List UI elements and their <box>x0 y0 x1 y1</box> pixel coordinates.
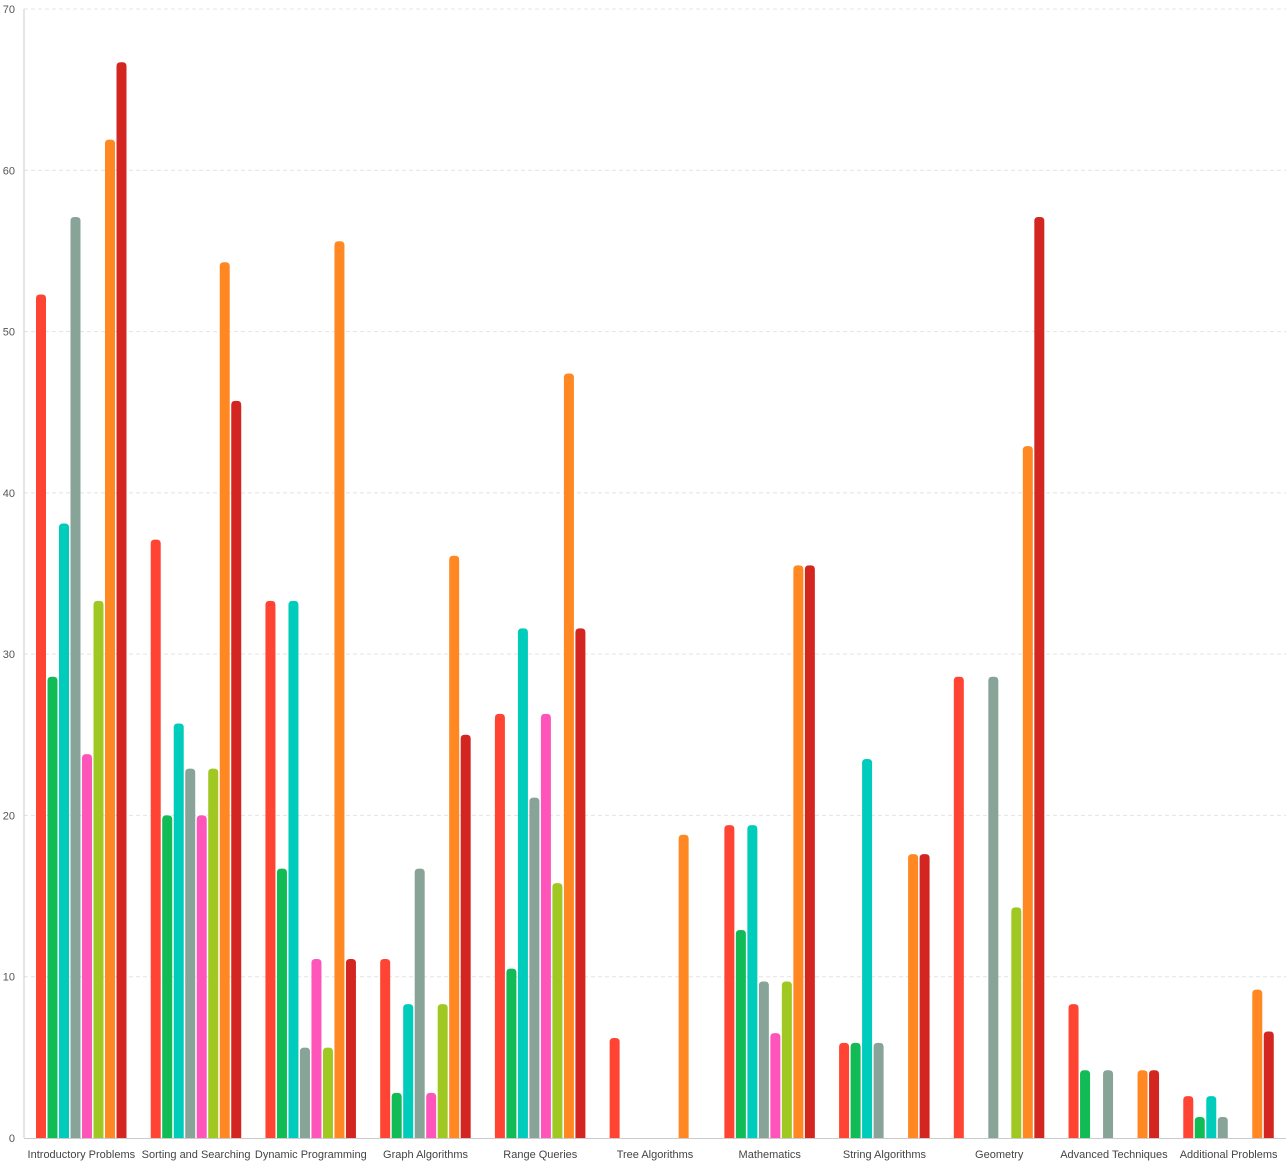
bar <box>1137 1070 1148 1138</box>
bar <box>403 1004 414 1138</box>
bar <box>1103 1070 1114 1138</box>
bar <box>850 1042 861 1138</box>
bar <box>873 1042 884 1138</box>
bar <box>1194 1117 1205 1138</box>
bar <box>150 539 161 1138</box>
bar <box>1149 1070 1160 1138</box>
bar <box>82 754 92 1138</box>
bar <box>678 834 689 1138</box>
bar <box>288 600 299 1138</box>
bar <box>391 1092 402 1138</box>
bar <box>988 676 999 1138</box>
bar <box>724 825 735 1138</box>
bar <box>839 1042 850 1138</box>
axes <box>23 9 1286 1139</box>
bar <box>1206 1096 1217 1138</box>
x-category-label: Geometry <box>975 1149 1024 1161</box>
bar <box>517 628 528 1138</box>
bars <box>36 62 1274 1139</box>
bar <box>758 981 769 1138</box>
x-category-label: Mathematics <box>739 1149 802 1161</box>
bar <box>1080 1070 1091 1138</box>
bar <box>540 713 551 1138</box>
bar <box>919 854 930 1138</box>
x-category-label: Advanced Techniques <box>1060 1149 1168 1161</box>
bar <box>953 676 964 1138</box>
bar <box>908 854 919 1138</box>
bar <box>380 958 391 1138</box>
bar <box>747 825 758 1138</box>
bar <box>70 217 81 1138</box>
bar <box>804 565 815 1138</box>
y-tick-label: 70 <box>3 4 15 16</box>
bar <box>529 797 540 1138</box>
bar <box>781 981 792 1138</box>
bar <box>299 1047 310 1138</box>
bar <box>460 734 471 1138</box>
bar <box>116 62 127 1139</box>
x-category-label: Range Queries <box>503 1149 577 1161</box>
bar <box>311 958 322 1138</box>
y-tick-label: 50 <box>3 327 15 339</box>
x-category-label: Dynamic Programming <box>255 1149 367 1161</box>
bar <box>1263 1031 1274 1138</box>
bar <box>1034 217 1045 1138</box>
bar <box>437 1004 448 1138</box>
y-tick-label: 10 <box>3 972 15 984</box>
bar <box>1217 1117 1228 1138</box>
x-category-label: Graph Algorithms <box>383 1149 468 1161</box>
bar <box>793 565 804 1138</box>
x-category-label: String Algorithms <box>843 1149 927 1161</box>
x-category-label: Introductory Problems <box>28 1149 136 1161</box>
bar <box>1183 1096 1194 1138</box>
bar <box>208 768 219 1138</box>
bar <box>334 241 345 1138</box>
x-category-label: Tree Algorithms <box>617 1149 694 1161</box>
bar <box>93 600 104 1138</box>
x-category-label: Additional Problems <box>1180 1149 1278 1161</box>
bar <box>506 968 517 1138</box>
bar <box>552 883 563 1138</box>
bar <box>47 676 58 1138</box>
bar <box>735 929 746 1138</box>
bar <box>609 1038 620 1138</box>
bar <box>196 815 207 1138</box>
bar <box>770 1033 781 1138</box>
x-category-labels: Introductory Problems Sorting and Searchi… <box>28 1149 1278 1161</box>
bar <box>449 555 460 1138</box>
bar <box>1011 907 1022 1138</box>
bar <box>862 758 873 1138</box>
bar <box>276 868 287 1138</box>
bar <box>1252 989 1263 1138</box>
bar <box>414 868 425 1138</box>
bar <box>322 1047 333 1138</box>
x-category-label: Sorting and Searching <box>142 1149 251 1161</box>
bar <box>563 373 574 1138</box>
y-tick-label: 0 <box>9 1133 15 1145</box>
y-tick-label: 60 <box>3 165 15 177</box>
bar <box>426 1092 437 1138</box>
y-tick-labels: 0 10 20 30 40 50 60 70 <box>3 4 15 1145</box>
bar <box>173 723 184 1138</box>
bar <box>36 294 46 1138</box>
y-tick-label: 20 <box>3 810 15 822</box>
bar <box>1022 446 1033 1138</box>
bar <box>219 262 230 1138</box>
y-tick-label: 30 <box>3 649 15 661</box>
bar <box>265 600 276 1138</box>
bar <box>185 768 196 1138</box>
bar <box>231 400 242 1138</box>
bar <box>494 713 505 1138</box>
bar <box>575 628 586 1138</box>
bar <box>162 815 173 1138</box>
bar <box>1068 1004 1079 1138</box>
bar <box>105 139 115 1139</box>
bar <box>59 523 69 1138</box>
bar <box>345 958 356 1138</box>
y-tick-label: 40 <box>3 488 15 500</box>
